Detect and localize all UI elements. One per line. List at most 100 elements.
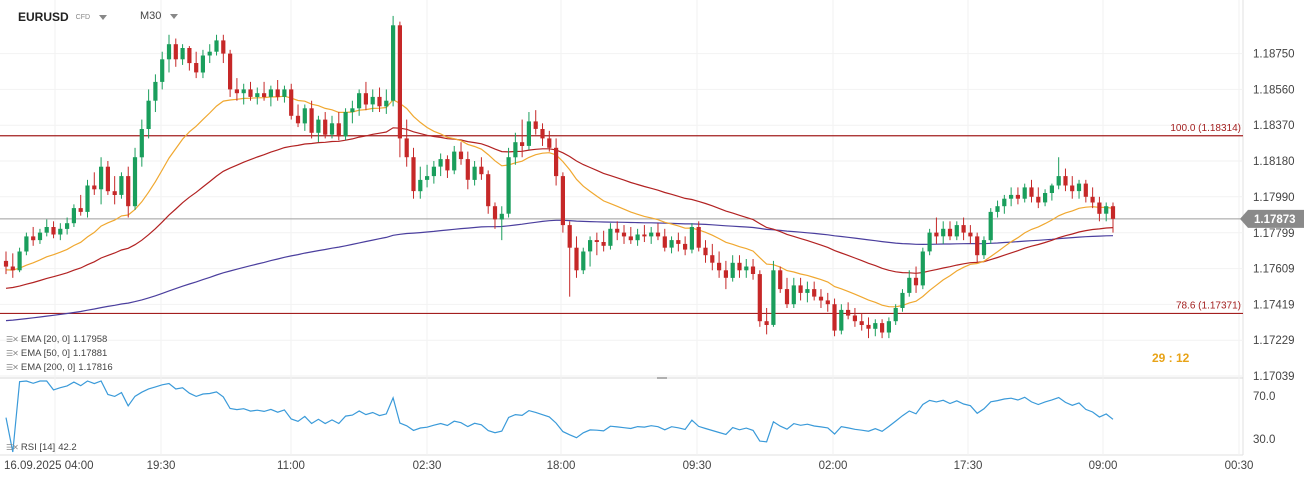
candle-body	[309, 108, 314, 133]
ema-20-line	[5, 95, 1114, 308]
candle-body	[846, 309, 851, 316]
symbol-selector[interactable]: EURUSD CFD	[18, 10, 108, 24]
indicator-rsi[interactable]: ☰✕ RSI [14] 42.2	[6, 442, 77, 453]
candle-body	[540, 129, 545, 139]
candle-body	[859, 321, 864, 325]
candle-body	[1049, 185, 1054, 193]
candle-body	[343, 112, 348, 137]
y-tick-label: 1.18180	[1253, 156, 1295, 168]
candle-body	[153, 81, 158, 101]
settings-icon[interactable]: ☰✕	[6, 349, 19, 358]
candle-body	[499, 213, 504, 220]
candle-body	[384, 100, 389, 107]
candle-body	[458, 151, 464, 160]
rsi-tick-label: 30.0	[1253, 434, 1275, 446]
indicator-ema-50[interactable]: ☰✕ EMA [50, 0] 1.17881	[6, 348, 107, 359]
candle-body	[567, 225, 572, 248]
candle-body	[574, 247, 579, 271]
y-tick-label: 1.18560	[1253, 84, 1295, 96]
candle-body	[44, 227, 49, 233]
candle-body	[65, 223, 70, 229]
candle-body	[228, 53, 233, 90]
candle-body	[1056, 176, 1061, 186]
candle-body	[51, 227, 56, 235]
candle-body	[941, 228, 946, 237]
ema-200-line	[5, 219, 1114, 322]
settings-icon[interactable]: ☰✕	[6, 363, 19, 372]
y-tick-label: 1.18370	[1253, 120, 1295, 132]
candle-body	[234, 89, 239, 94]
candle-body	[139, 129, 144, 158]
indicator-ema-200[interactable]: ☰✕ EMA [200, 0] 1.17816	[6, 362, 113, 373]
candle-body	[655, 232, 661, 237]
candle-body	[370, 96, 375, 105]
candle-body	[37, 232, 43, 241]
candle-body	[635, 234, 640, 241]
candle-body	[839, 309, 844, 331]
candle-body	[1036, 196, 1041, 203]
candle-body	[886, 321, 891, 333]
candle-body	[1009, 194, 1014, 199]
candle-body	[336, 123, 341, 137]
candle-body	[194, 63, 199, 73]
candle-body	[757, 274, 762, 322]
candle-body	[31, 236, 36, 241]
indicator-label: EMA [50, 0]	[20, 348, 70, 359]
candle-body	[472, 166, 477, 180]
candle-body	[560, 176, 565, 226]
candle-body	[676, 240, 681, 244]
candle-body	[947, 228, 953, 237]
settings-icon[interactable]: ☰✕	[6, 443, 19, 452]
x-tick-label: 02:00	[819, 460, 848, 472]
indicator-ema-20[interactable]: ☰✕ EMA [20, 0] 1.17958	[6, 334, 107, 345]
candle-body	[710, 255, 715, 263]
candle-body	[520, 142, 525, 146]
candle-body	[241, 89, 246, 94]
timeframe-selector[interactable]: M30	[140, 10, 179, 22]
candle-body	[649, 232, 654, 237]
candle-body	[588, 240, 593, 252]
candle-body	[357, 93, 362, 109]
candle-body	[642, 234, 647, 237]
candle-body	[913, 277, 919, 286]
candle-body	[132, 157, 138, 207]
candle-body	[920, 251, 925, 286]
candle-body	[771, 270, 776, 325]
candle-body	[696, 227, 701, 248]
candle-body	[975, 236, 980, 256]
candle-body	[200, 55, 205, 73]
candle-countdown: 29 : 12	[1152, 351, 1190, 365]
candle-body	[492, 206, 498, 220]
candle-body	[778, 270, 783, 290]
candle-body	[601, 242, 606, 246]
candle-body	[737, 262, 742, 271]
candle-body	[954, 225, 959, 237]
candle-body	[1043, 193, 1048, 203]
candle-body	[961, 225, 966, 233]
x-tick-label: 19:30	[147, 460, 176, 472]
candle-body	[866, 324, 871, 329]
candle-body	[112, 191, 117, 195]
candle-body	[248, 89, 253, 97]
candle-body	[275, 89, 280, 97]
candle-body	[92, 185, 97, 190]
candle-body	[662, 236, 667, 248]
rsi-line	[5, 380, 1114, 453]
x-tick-label: 00:30	[1225, 460, 1254, 472]
candle-body	[391, 25, 396, 101]
y-tick-label: 1.18750	[1253, 49, 1295, 61]
y-tick-label: 1.17990	[1253, 192, 1295, 204]
candle-body	[988, 211, 993, 241]
candle-body	[581, 251, 586, 271]
candle-body	[316, 119, 321, 133]
candle-body	[85, 185, 90, 212]
candle-body	[425, 176, 430, 180]
candle-body	[126, 176, 131, 207]
settings-icon[interactable]: ☰✕	[6, 335, 19, 344]
candle-body	[1063, 176, 1068, 186]
candle-body	[723, 270, 728, 278]
indicator-value: 1.17881	[73, 348, 108, 359]
fib-level-label: 100.0 (1.18314)	[1170, 123, 1241, 134]
candle-body	[506, 157, 511, 214]
